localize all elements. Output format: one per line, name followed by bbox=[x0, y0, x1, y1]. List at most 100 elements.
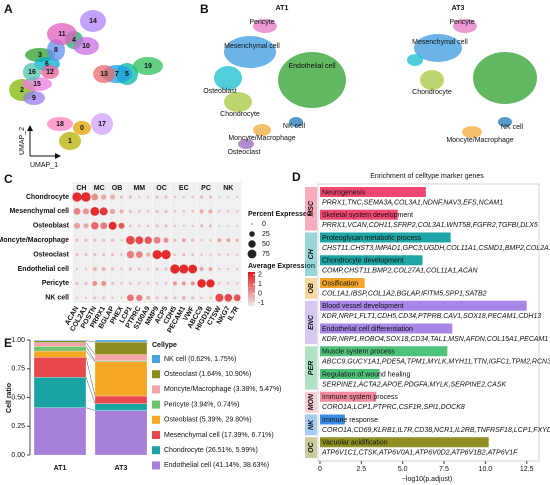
dot bbox=[224, 293, 233, 302]
legend-swatch bbox=[152, 431, 160, 439]
dot bbox=[136, 294, 143, 302]
x-tick-label: 5.0 bbox=[398, 466, 408, 473]
dot bbox=[173, 238, 177, 242]
group-strip bbox=[305, 278, 317, 299]
gene-list: COMP,CHST11,BMP2,COL27A1,COL11A1,ACAN bbox=[322, 268, 479, 275]
dot bbox=[200, 238, 203, 242]
legend-swatch bbox=[152, 370, 160, 379]
dot bbox=[146, 252, 151, 257]
dot bbox=[120, 267, 123, 271]
legend-label: Moncyte/Macrophage (3.38%, 5.47%) bbox=[164, 386, 282, 393]
bar bbox=[320, 323, 453, 334]
row-label: Chondrocyte bbox=[26, 194, 69, 201]
dot bbox=[182, 210, 186, 213]
cluster-blob bbox=[73, 37, 99, 55]
dot bbox=[91, 193, 99, 201]
cluster-label: 2 bbox=[20, 87, 24, 94]
cluster-blob bbox=[224, 92, 252, 112]
group-label: EC bbox=[179, 185, 189, 192]
cluster-label: 1 bbox=[68, 138, 72, 145]
bar bbox=[320, 255, 423, 266]
dot bbox=[181, 281, 186, 286]
term-label: Vacuolar acidification bbox=[322, 440, 388, 447]
y-tick-label: 1.00 bbox=[11, 337, 25, 344]
dot bbox=[218, 210, 221, 213]
cluster-blob bbox=[23, 91, 45, 105]
x-tick-label: 12.5 bbox=[520, 466, 534, 473]
y-tick-label: 0.50 bbox=[11, 394, 25, 401]
cell-type-label: Osteoclast bbox=[227, 149, 260, 156]
dot bbox=[164, 195, 168, 199]
panel-label: A bbox=[4, 2, 13, 16]
dot bbox=[120, 282, 123, 285]
cluster-label: 12 bbox=[46, 69, 54, 76]
panel-label: C bbox=[4, 172, 13, 186]
dot bbox=[173, 253, 177, 256]
legend-label: Chondrocyte (26.51%, 5.99%) bbox=[164, 447, 258, 454]
x-axis-title: UMAP_1 bbox=[30, 162, 58, 169]
color-legend-title: Average Expression bbox=[248, 263, 315, 270]
bar bbox=[320, 232, 451, 243]
x-tick-label: 7.5 bbox=[439, 466, 449, 473]
bar-segment bbox=[94, 395, 148, 404]
dot bbox=[182, 195, 186, 199]
dot bbox=[191, 224, 194, 228]
dot bbox=[75, 281, 79, 285]
cluster-blob bbox=[224, 36, 276, 68]
size-legend-dot bbox=[251, 223, 253, 225]
cluster-label: 3 bbox=[38, 52, 42, 59]
bar-segment bbox=[94, 410, 148, 456]
dot bbox=[236, 224, 239, 227]
dot bbox=[120, 238, 123, 242]
cluster-label: 10 bbox=[82, 43, 90, 50]
dot bbox=[170, 264, 180, 274]
subplot-title: AT1 bbox=[276, 5, 289, 12]
cluster-blob bbox=[47, 23, 77, 45]
dot bbox=[118, 222, 125, 229]
gene-list: PRRX1,TNC,SEMA3A,COL3A1,NDNF,NAV3,EFS,NC… bbox=[322, 199, 503, 206]
dot bbox=[119, 209, 124, 214]
group-strip bbox=[305, 414, 317, 436]
cell-type-label: Moncyte/Macrophage bbox=[228, 135, 295, 142]
size-legend-dot bbox=[249, 231, 255, 237]
bar-segment bbox=[94, 354, 148, 361]
color-legend-label: 0 bbox=[258, 291, 262, 298]
group-label: MSC bbox=[308, 200, 315, 217]
y-tick-label: 0.00 bbox=[11, 452, 25, 459]
term-label: Immune response bbox=[322, 417, 378, 424]
legend-swatch bbox=[152, 400, 160, 409]
cluster-blob bbox=[420, 70, 444, 90]
dot bbox=[226, 238, 231, 243]
row-label: Osteoblast bbox=[33, 223, 70, 230]
dot bbox=[164, 296, 168, 300]
gene-list: CHST11,CHST3,IMPAD1,GPC3,UGDH,COL11A1,CS… bbox=[322, 245, 550, 252]
group-label: OB bbox=[308, 283, 315, 294]
y-axis-title: Cell ratio bbox=[6, 383, 13, 413]
y-tick-label: 0.25 bbox=[11, 423, 25, 430]
size-legend-dot bbox=[247, 249, 257, 259]
gene-list: KDR,NRP1,FLT1,CDH5,CD34,PTPRB,CAV1,SOX18… bbox=[322, 313, 541, 320]
dot bbox=[235, 238, 239, 242]
dot bbox=[84, 281, 88, 285]
bar-segment bbox=[33, 407, 87, 456]
cluster-blob bbox=[133, 57, 163, 75]
x-tick-label: AT1 bbox=[54, 465, 67, 472]
dot bbox=[152, 250, 162, 260]
dot bbox=[146, 267, 150, 271]
bar-segment bbox=[33, 346, 87, 352]
dot bbox=[126, 250, 135, 259]
legend-swatch bbox=[152, 415, 160, 424]
legend-label: NK cell (0.62%, 1.75%) bbox=[164, 356, 236, 363]
term-label: Ossification bbox=[322, 280, 358, 287]
connector bbox=[85, 346, 96, 361]
group-label: NK bbox=[223, 185, 233, 192]
dot bbox=[146, 295, 151, 300]
chart-title: Enrichment of celltype marker genes bbox=[370, 173, 484, 180]
dot bbox=[73, 208, 81, 215]
cluster-label: 11 bbox=[58, 31, 66, 38]
gene-list: PRRX1,VCAN,CDH11,SFRP2,COL3A1,WNT5B,FGFR… bbox=[322, 222, 538, 229]
dot bbox=[72, 192, 82, 202]
group-label: CH bbox=[308, 248, 315, 259]
legend-swatch bbox=[152, 385, 160, 394]
cluster-label: 7 bbox=[115, 71, 119, 78]
